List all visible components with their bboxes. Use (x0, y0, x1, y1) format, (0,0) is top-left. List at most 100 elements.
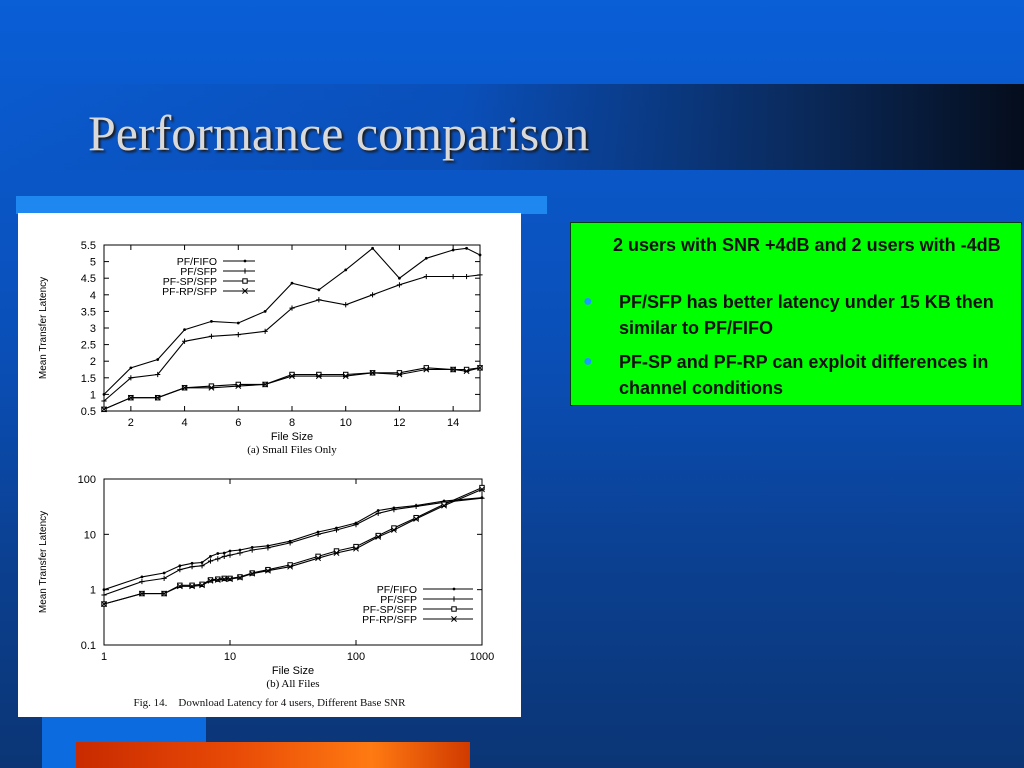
legend-label: PF-SP/SFP (163, 276, 217, 288)
series-line-pf-fifo (103, 247, 481, 395)
figure-charts: 0.5 1 1.5 2 2.5 3 3.5 4 4.5 5 5.5 2 4 6 8 10 12 14 File Si… (38, 240, 494, 690)
legend-label: PF-SP/SFP (363, 604, 417, 616)
data-point (161, 575, 167, 581)
data-point (176, 583, 183, 590)
y-tick-label: 0.5 (81, 406, 96, 418)
data-point (478, 253, 482, 257)
legend-marker (451, 616, 457, 622)
data-point (101, 406, 107, 413)
chart-subtitle: (b) All Files (266, 678, 319, 690)
notes-bullet-text: PF/SFP has better latency under 15 KB th… (619, 292, 994, 338)
data-point (221, 576, 228, 583)
data-point (199, 563, 205, 569)
data-point (396, 282, 403, 288)
data-point (450, 366, 457, 373)
data-point (216, 552, 220, 555)
y-tick-label: 3.5 (81, 306, 96, 318)
data-point (183, 328, 186, 332)
x-tick-label: 10 (224, 651, 236, 663)
notes-bullet-text: PF-SP and PF-RP can exploit differences … (619, 352, 989, 398)
caption-label: Fig. 14. (133, 697, 168, 709)
y-tick-label: 0.1 (81, 640, 96, 652)
data-point (315, 373, 322, 380)
series-line-pf-sp-sfp (103, 487, 483, 605)
data-point (315, 555, 322, 562)
data-point (423, 273, 429, 280)
legend-marker (242, 278, 248, 284)
caption-text: Download Latency for 4 users, Different … (178, 697, 406, 709)
x-tick-label: 2 (128, 417, 134, 429)
data-point (396, 371, 403, 378)
data-point (178, 564, 182, 568)
data-point (128, 375, 134, 381)
notes-bullet-2: ● PF-SP and PF-RP can exploit difference… (583, 349, 1011, 401)
data-point (101, 398, 107, 404)
figure-caption: Fig. 14. Download Latency for 4 users, D… (18, 697, 521, 709)
y-axis-label: Mean Transfer Latency (38, 277, 49, 379)
x-tick-label: 100 (347, 651, 365, 663)
data-point (353, 545, 359, 552)
legend-marker (242, 268, 248, 274)
data-point (237, 550, 243, 556)
data-point (189, 582, 195, 588)
y-tick-label: 1 (90, 389, 96, 401)
x-tick-label: 1000 (470, 651, 494, 663)
data-point (390, 526, 397, 533)
data-point (289, 373, 295, 380)
legend-marker (243, 259, 247, 263)
x-tick-label: 8 (289, 417, 295, 429)
data-point (369, 369, 376, 376)
legend-label: PF/SFP (180, 266, 217, 278)
data-point (465, 246, 468, 250)
legend-marker (452, 587, 456, 591)
y-tick-label: 3 (90, 323, 96, 335)
data-point (214, 576, 221, 583)
data-point (155, 371, 161, 378)
data-point (264, 567, 271, 574)
data-point (287, 540, 293, 546)
data-point (129, 366, 133, 370)
y-tick-label: 1 (90, 585, 96, 597)
data-point (342, 373, 349, 380)
data-point (210, 319, 213, 323)
data-point (343, 302, 349, 308)
data-point (162, 571, 166, 575)
series-line-pf-rp-sfp (103, 367, 481, 410)
legend-label: PF/FIFO (177, 256, 217, 268)
figure-panel: 0.5 1 1.5 2 2.5 3 3.5 4 4.5 5 5.5 2 4 6 8 10 12 14 File Si… (18, 213, 521, 717)
series-line-pf-sfp (103, 274, 481, 402)
data-point (101, 592, 107, 598)
data-point (209, 554, 212, 558)
data-point (375, 510, 381, 516)
data-point (161, 590, 168, 597)
data-point (289, 305, 295, 311)
legend-label: PF-RP/SFP (162, 286, 217, 298)
x-axis-label: File Size (271, 431, 313, 443)
notes-intro: 2 users with SNR +4dB and 2 users with -… (613, 235, 1001, 255)
data-point (316, 297, 322, 303)
data-point (451, 248, 455, 252)
data-point (221, 553, 227, 559)
y-tick-label: 4 (90, 290, 96, 302)
y-tick-label: 2 (90, 356, 96, 368)
legend-marker (242, 288, 248, 294)
data-point (477, 272, 483, 278)
data-point (315, 531, 321, 537)
data-point (200, 561, 204, 564)
data-point (181, 338, 188, 344)
legend-label: PF-RP/SFP (362, 614, 417, 626)
data-point (333, 527, 340, 533)
data-point (207, 558, 214, 564)
data-point (190, 561, 194, 565)
notes-box: 2 users with SNR +4dB and 2 users with -… (570, 222, 1022, 406)
data-point (450, 273, 456, 280)
data-point (227, 552, 233, 558)
data-point (413, 503, 419, 509)
data-point (441, 502, 448, 509)
data-point (139, 578, 145, 585)
data-point (265, 545, 271, 551)
data-point (215, 556, 221, 562)
title-underline-bar (16, 196, 547, 214)
x-tick-label: 4 (182, 417, 188, 429)
y-tick-label: 2.5 (81, 340, 96, 352)
